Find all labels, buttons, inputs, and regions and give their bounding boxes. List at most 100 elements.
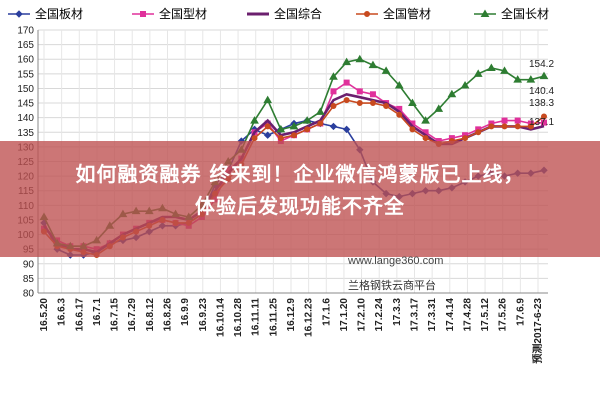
data-point [447,89,457,98]
data-point [315,107,325,115]
x-tick-label: 16.8.26 [163,298,174,332]
end-value-label: 140.4 [529,86,554,97]
y-tick-label: 155 [17,69,34,80]
y-tick-label: 140 [17,113,34,124]
data-point [541,119,547,126]
x-tick-label: 16.6.17 [74,298,85,332]
legend-label: 全国综合 [274,6,322,21]
data-point [383,102,390,109]
data-point [527,123,534,130]
data-point [355,54,365,63]
data-point [250,116,259,124]
data-point [291,132,297,139]
x-tick-label: 17.1.6 [321,298,332,326]
banner-line-1: 如何融资融券 终来到！企业微信鸿蒙版已上线， [75,162,525,186]
x-tick-label: 17.5.26 [498,298,509,332]
data-point [421,116,430,124]
data-point [460,81,470,89]
data-point [473,69,483,77]
data-point [317,120,324,127]
y-tick-label: 85 [23,274,35,285]
x-tick-label: 17.3.31 [427,298,438,332]
x-tick-label: 17.2.10 [357,298,368,332]
data-point [462,135,469,142]
watermark-brand: 兰格钢铁云商平台 [348,279,436,292]
y-tick-label: 80 [23,289,35,300]
legend-item: 全国管材 [356,6,431,21]
x-tick-label: 17.3.17 [410,298,421,332]
data-point [263,131,272,139]
data-point [264,123,271,130]
x-tick-label: 16.11.25 [268,298,279,337]
x-tick-label: 17.5.12 [480,298,491,332]
data-point [369,91,376,98]
legend-item: 全国综合 [247,6,322,21]
legend-marker [15,10,23,18]
legend-item: 全国板材 [8,6,83,21]
x-tick-label: 16.7.15 [110,298,121,332]
data-point [434,104,444,112]
x-tick-label: 16.7.1 [92,298,103,326]
x-tick-label: 16.8.12 [145,298,156,332]
data-point [251,135,258,142]
banner-line-2: 体验后发现功能不齐全 [195,194,405,218]
x-tick-label: 16.5.20 [39,298,50,332]
end-value-label: 154.2 [529,59,554,70]
data-point [302,116,312,124]
x-tick-label: 16.10.28 [233,298,244,337]
data-point [475,129,482,136]
data-point [356,88,363,95]
legend-item: 全国长材 [474,6,549,21]
data-point [514,123,521,130]
x-tick-label: 17.3.3 [392,298,403,326]
data-point [304,126,311,133]
data-point [356,100,363,107]
data-point [422,135,429,142]
data-point [488,123,495,130]
data-point [409,126,416,133]
x-tick-label: 17.4.14 [445,298,456,332]
data-point [330,102,337,109]
data-point [486,63,496,71]
legend-label: 全国板材 [35,6,83,21]
data-point [541,113,547,120]
y-tick-label: 160 [17,55,34,66]
data-point [342,57,352,66]
x-tick-label: 16.12.23 [304,298,315,337]
legend-marker [140,11,146,17]
data-point [500,66,509,74]
x-tick-label: 16.9.9 [180,298,191,326]
legend-marker [480,9,490,17]
x-tick-label: 17.2.24 [374,298,385,332]
legend-label: 全国型材 [159,6,207,21]
data-point [526,75,536,83]
x-tick-label: 16.7.29 [127,298,138,332]
x-tick-label: 16.9.23 [198,298,209,332]
legend-item: 全国型材 [132,6,207,21]
legend-label: 全国管材 [383,6,431,21]
y-tick-label: 90 [23,259,35,270]
legend: 全国板材 全国型材 全国综合 全国管材 全国长材 [8,6,549,21]
y-tick-label: 135 [17,128,34,139]
data-point [289,121,299,130]
y-tick-label: 145 [17,99,34,110]
data-point [501,117,508,124]
data-point [263,95,273,104]
data-point [408,98,417,107]
data-point [396,111,403,118]
x-tick-label: 16.10.14 [215,298,226,337]
legend-label: 全国长材 [501,6,549,21]
x-tick-label: 预测2017-6-23 [531,298,544,364]
legend-marker [364,11,370,17]
x-tick-label: 16.6.3 [57,298,68,326]
data-point [330,88,337,95]
x-tick-label: 17.1.20 [339,298,350,332]
x-tick-label: 17.6.9 [515,298,526,326]
y-tick-label: 170 [17,26,34,37]
x-tick-label: 16.11.11 [251,298,262,336]
data-point [329,72,338,80]
data-point [276,124,286,133]
y-tick-label: 150 [17,84,34,95]
